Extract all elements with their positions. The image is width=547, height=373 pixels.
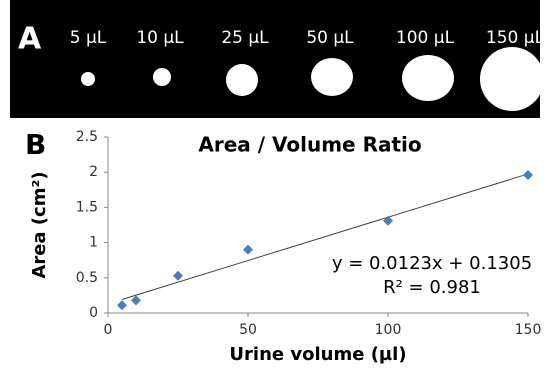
y-tick-label: 1 [89, 235, 98, 251]
volume-label: 150 µL [486, 28, 545, 48]
volume-label: 5 µL [70, 28, 107, 48]
page: A B Area / Volume Ratio Urine volume (µl… [0, 0, 547, 369]
spot [311, 58, 353, 96]
point [131, 295, 141, 305]
volume-label: 50 µL [306, 28, 354, 48]
trend-equation: y = 0.0123x + 0.1305 [332, 253, 532, 274]
panel-letter: B [25, 128, 46, 161]
volume-label: 10 µL [136, 28, 184, 48]
panel-letter: A [18, 22, 42, 57]
point [523, 170, 533, 180]
y-tick-label: 0 [89, 305, 98, 321]
volume-label: 100 µL [396, 28, 455, 48]
y-tick-label: 1.5 [76, 199, 98, 215]
point [117, 300, 127, 310]
spot [153, 68, 171, 86]
spot [480, 47, 544, 111]
y-tick-label: 0.5 [76, 270, 98, 286]
point [383, 216, 393, 226]
x-tick-label: 0 [104, 322, 113, 338]
spot [402, 55, 454, 101]
y-axis-label: Area (cm²) [29, 171, 50, 278]
spot [81, 72, 95, 86]
x-tick-label: 50 [239, 322, 257, 338]
x-axis-label: Urine volume (µl) [229, 344, 406, 365]
panel-a-background [10, 0, 540, 118]
x-tick-label: 100 [375, 322, 402, 338]
y-tick-label: 2.5 [76, 129, 98, 145]
point [243, 245, 253, 255]
volume-label: 25 µL [221, 28, 269, 48]
r-squared: R² = 0.981 [383, 277, 481, 298]
point [173, 271, 183, 281]
y-tick-label: 2 [89, 164, 98, 180]
x-tick-label: 150 [515, 322, 542, 338]
figure: A B Area / Volume Ratio Urine volume (µl… [0, 0, 547, 369]
chart-title: Area / Volume Ratio [198, 133, 421, 157]
spot [226, 64, 258, 96]
